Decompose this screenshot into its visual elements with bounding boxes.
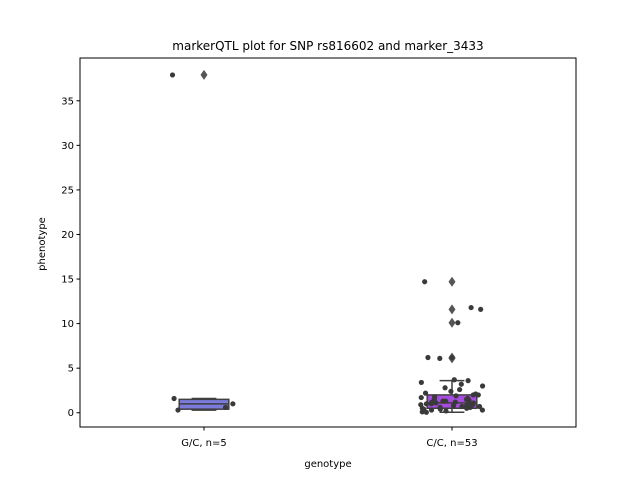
data-point: [222, 404, 229, 410]
data-point: [422, 279, 428, 285]
data-point: [443, 408, 449, 414]
outlier-marker: [200, 69, 208, 80]
data-point: [428, 407, 435, 413]
data-point: [437, 404, 443, 410]
data-point: [458, 381, 464, 387]
data-point: [455, 320, 461, 326]
box-group-0: [169, 69, 236, 413]
y-tick-label: 25: [61, 185, 74, 196]
plot-area: [169, 69, 486, 415]
x-axis: G/C, n=5 C/C, n=53: [181, 427, 478, 449]
data-point: [473, 391, 479, 397]
data-point: [478, 306, 484, 312]
data-point: [476, 403, 483, 410]
data-point: [479, 407, 486, 413]
data-point: [171, 395, 177, 402]
data-point: [449, 354, 455, 361]
data-point: [448, 388, 454, 394]
data-point: [451, 377, 457, 383]
data-point: [465, 395, 471, 402]
plot-frame: [79, 57, 577, 428]
data-point: [431, 396, 437, 402]
data-point: [175, 407, 181, 413]
data-point: [440, 398, 446, 404]
y-tick-label: 30: [61, 141, 74, 152]
data-point: [453, 393, 459, 399]
y-tick-label: 15: [61, 275, 74, 286]
data-point: [452, 399, 458, 405]
data-point: [423, 401, 430, 407]
y-tick-label: 20: [61, 230, 74, 241]
data-point: [418, 394, 424, 401]
y-axis-label: phenotype: [37, 217, 48, 271]
y-tick-label: 35: [61, 96, 74, 107]
y-tick-label: 0: [68, 408, 74, 419]
data-point: [422, 390, 429, 396]
outlier-marker: [448, 317, 456, 328]
data-point: [437, 355, 443, 361]
outlier-marker: [448, 304, 456, 315]
box-group-1: [418, 276, 486, 415]
y-tick-label: 5: [68, 364, 74, 375]
x-tick-label: C/C, n=53: [426, 438, 477, 449]
data-point: [418, 379, 424, 386]
data-point: [467, 402, 473, 408]
data-point: [459, 403, 465, 410]
y-axis: 0 5 10 15 20 25 30 35: [61, 96, 80, 419]
data-point: [457, 386, 463, 393]
x-axis-label: genotype: [304, 459, 351, 470]
y-tick-label: 10: [61, 319, 74, 330]
data-point: [479, 383, 486, 389]
data-point: [418, 402, 424, 408]
data-point: [230, 401, 236, 407]
data-point: [169, 72, 176, 78]
data-point: [465, 378, 471, 384]
data-point: [468, 304, 474, 311]
chart-title: markerQTL plot for SNP rs816602 and mark…: [172, 39, 483, 53]
data-point: [425, 354, 431, 361]
x-tick-label: G/C, n=5: [181, 438, 227, 449]
outlier-marker: [448, 276, 456, 287]
data-point: [442, 385, 448, 391]
